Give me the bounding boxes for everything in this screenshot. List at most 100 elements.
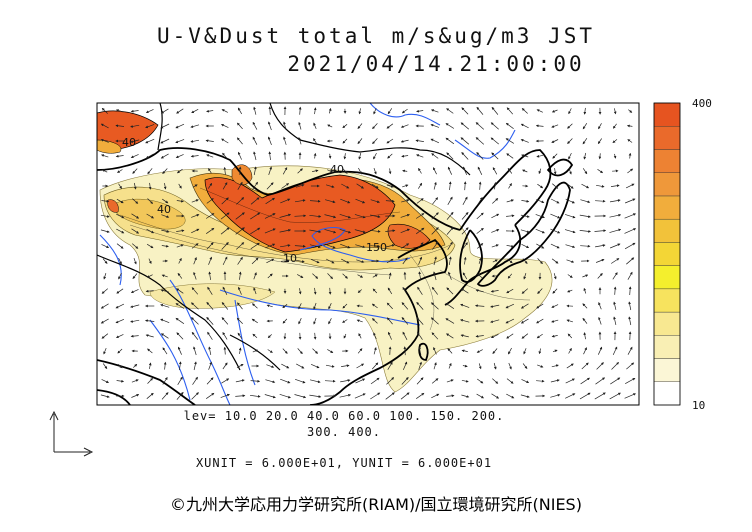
wind-vector [416,377,424,385]
wind-vector [595,244,606,248]
wind-vector [462,166,468,176]
wind-vector [328,287,332,295]
wind-vector [162,377,168,385]
wind-vector [118,257,122,265]
wind-vector [418,361,422,370]
wind-vector [268,151,272,161]
wind-vector [161,108,169,114]
wind-vector [309,199,321,203]
wind-vector [416,198,424,204]
wind-vector [237,107,243,115]
wind-vector [385,199,395,203]
wind-vector [624,198,636,204]
wind-vector [551,334,558,338]
wind-vector [250,379,261,383]
wind-vector [295,259,305,263]
wind-vector [508,347,512,355]
wind-vector [266,258,275,264]
wind-vector [373,167,377,175]
wind-vector [537,258,543,265]
wind-vector [460,334,469,338]
wind-vector [236,242,245,250]
wind-vector [583,332,587,340]
wind-vector [176,168,183,174]
wind-vector [236,317,243,325]
wind-vector [175,317,185,324]
wind-vector [146,274,153,278]
wind-vector [490,319,500,323]
wind-vector [221,301,229,310]
wind-vector [609,228,622,233]
wind-vector [190,124,200,128]
contour-label-group: 40 40 10 150 40 [122,136,387,265]
wind-vector [220,227,230,235]
wind-vector [118,183,122,189]
wind-vector [146,243,154,249]
wind-vector [115,303,125,309]
wind-vector [191,287,199,295]
wind-vector [193,346,197,356]
wind-vector [222,332,228,340]
wind-vector [565,198,575,204]
colorbar-max-label: 400 [692,97,712,110]
wind-vector [490,333,499,339]
wind-vector [372,123,378,130]
wind-vector [370,244,381,248]
wind-vector [463,256,467,265]
wind-vector [401,108,408,114]
wind-vector [462,242,468,250]
wind-vector [313,138,317,144]
wind-vector [461,107,469,115]
wind-vector [552,349,558,353]
wind-vector [386,138,394,144]
wind-vector [132,168,138,174]
wind-vector [100,394,110,398]
wind-vector [430,123,440,128]
wind-vector [356,259,365,263]
wind-vector [251,257,259,265]
wind-vector [446,211,454,220]
wind-vector [222,286,228,295]
wind-vector [624,242,636,250]
wind-vector [280,198,291,204]
wind-vector [280,259,290,263]
wind-vector [237,302,243,310]
wind-vector [280,378,291,384]
wind-vector [281,363,290,369]
wind-vector [521,199,530,203]
wind-vector [221,317,229,325]
wind-vector [176,332,184,340]
wind-vector [417,331,423,340]
wind-vector [550,213,561,219]
wind-vector [476,393,485,399]
wind-vector [550,393,561,398]
wind-vector [579,214,591,218]
wind-vector [176,199,184,203]
wind-vector [327,124,333,128]
wind-vector [582,317,588,324]
wind-vector [416,301,424,310]
wind-vector [478,181,482,190]
wind-vector [521,154,529,158]
wind-vector [309,379,321,384]
colorbar-cell [653,311,681,336]
wind-vector [507,167,513,174]
wind-vector [101,154,109,158]
wind-vector [280,244,291,248]
wind-vector [595,377,606,385]
wind-vector [176,391,184,400]
wind-vector [431,393,440,399]
wind-vector [460,137,470,145]
wind-vector [478,363,482,370]
wind-vector [506,199,514,203]
wind-vector [102,169,108,173]
wind-vector [220,124,229,128]
contour-label: 40 [330,163,344,176]
wind-vector [298,137,302,145]
wind-vector [418,346,422,355]
colorbar-cell [653,288,681,313]
wind-vector [416,109,424,113]
colorbar-cell [653,265,681,290]
wind-vector [583,107,587,115]
wind-vector [310,258,320,264]
